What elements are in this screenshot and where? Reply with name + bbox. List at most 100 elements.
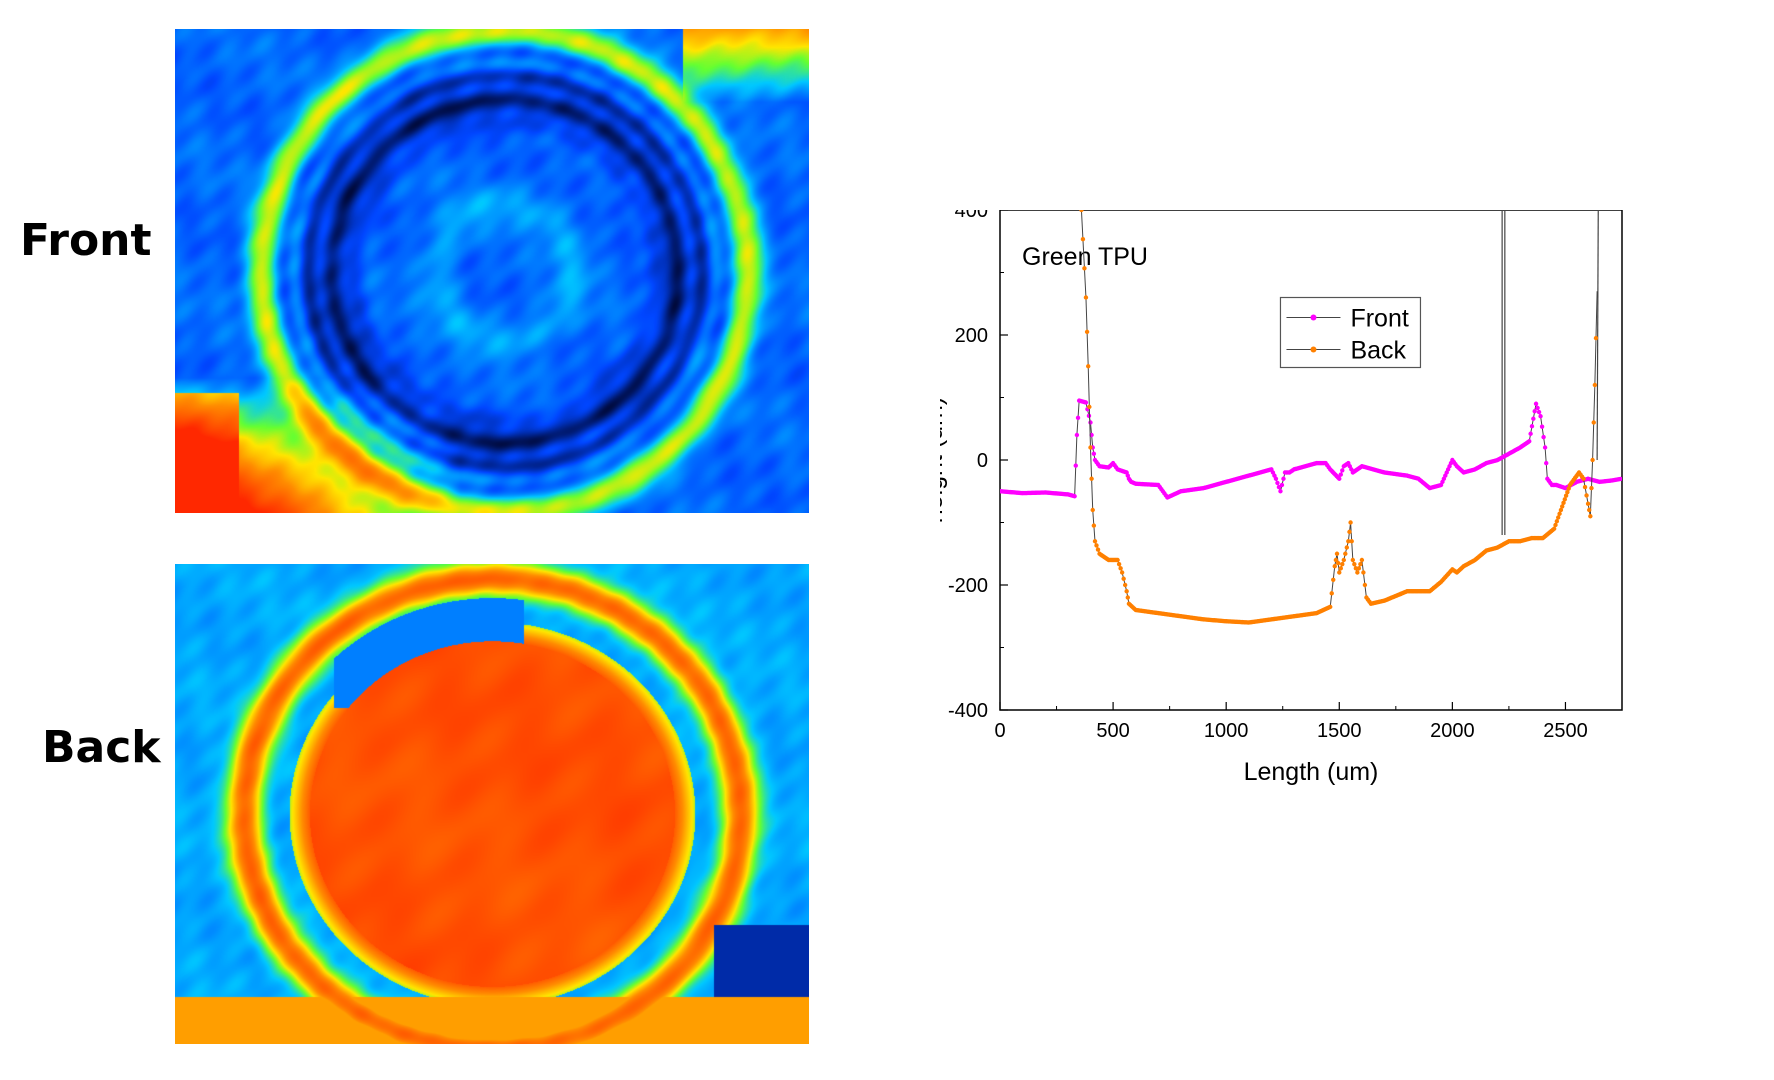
series-point-front — [1279, 482, 1285, 488]
y-tick-label: 400 — [955, 210, 988, 222]
series-point-back — [1344, 545, 1350, 550]
series-point-back — [1080, 236, 1086, 242]
series-point-front — [1073, 463, 1078, 468]
series-point-back — [1331, 577, 1336, 582]
series-point-back — [1333, 557, 1339, 563]
back-height-map — [175, 564, 809, 1044]
x-tick-label: 2500 — [1543, 720, 1588, 742]
series-point-back — [1561, 500, 1566, 506]
series-point-front — [1544, 460, 1549, 466]
series-point-front — [1338, 472, 1343, 477]
series-point-back — [1362, 582, 1368, 588]
series-point-back — [1092, 539, 1098, 544]
series-point-back — [1338, 566, 1343, 571]
series-point-back — [1091, 523, 1097, 528]
series-point-front — [1273, 476, 1279, 481]
series-point-back — [1553, 522, 1558, 528]
series-point-back — [1582, 484, 1588, 490]
series-point-back — [1079, 210, 1084, 213]
x-tick-label: 1000 — [1204, 720, 1249, 742]
series-point-front — [1072, 494, 1077, 499]
series-point-back — [1124, 589, 1129, 594]
series-point-back — [1125, 595, 1130, 600]
series-point-back — [1347, 529, 1352, 535]
front-height-map — [175, 29, 809, 513]
series-point-back — [1585, 501, 1591, 506]
series-point-front — [1278, 489, 1283, 494]
series-point-back — [1591, 420, 1596, 425]
series-point-back — [1094, 543, 1099, 548]
series-point-back — [1341, 557, 1346, 563]
series-point-back — [1349, 539, 1354, 544]
series-point-back — [1334, 551, 1340, 556]
series-point-back — [1554, 519, 1560, 524]
series-point-front — [1536, 409, 1542, 415]
series-point-front — [1529, 424, 1535, 429]
series-point-front — [1533, 401, 1539, 406]
series-point-front — [1542, 445, 1548, 450]
series-point-front — [1528, 431, 1533, 436]
series-point-back — [1593, 335, 1599, 341]
series-point-back — [1348, 520, 1353, 525]
legend-box — [1279, 296, 1422, 369]
series-point-back — [1590, 457, 1595, 463]
series-point-back — [1121, 576, 1126, 581]
series-line-back — [1080, 210, 1598, 624]
series-point-back — [1587, 507, 1592, 513]
series-point-back — [1083, 295, 1089, 300]
series-point-back — [1343, 551, 1348, 556]
series-point-back — [1557, 511, 1562, 516]
series-point-back — [1335, 560, 1341, 566]
series-point-back — [1359, 557, 1365, 563]
series-point-back — [1592, 382, 1598, 388]
series-point-back — [1088, 445, 1093, 450]
series-point-back — [1082, 266, 1087, 271]
x-axis-title: Length (um) — [1244, 758, 1379, 786]
artifact-spike — [1596, 210, 1599, 461]
series-point-back — [1352, 561, 1357, 567]
series-point-back — [1119, 570, 1125, 575]
series-point-front — [1535, 405, 1540, 411]
series-point-back — [1361, 570, 1366, 575]
y-tick-label: -200 — [948, 575, 988, 597]
series-point-back — [1584, 493, 1589, 498]
series-point-back — [1353, 566, 1359, 571]
series-point-back — [1086, 364, 1091, 369]
series-point-back — [1589, 485, 1594, 491]
x-tick-label: 500 — [1096, 720, 1129, 742]
series-point-back — [1556, 515, 1561, 520]
series-point-back — [1566, 486, 1571, 491]
series-point-front — [1618, 476, 1622, 482]
series-point-back — [1095, 547, 1101, 552]
series-point-back — [1355, 570, 1360, 575]
series-point-front — [1532, 409, 1537, 414]
series-point-back — [1328, 604, 1333, 610]
series-point-back — [1588, 514, 1593, 519]
x-tick-label: 2000 — [1430, 720, 1475, 742]
legend-label-back: Back — [1350, 337, 1406, 365]
series-point-front — [1091, 451, 1097, 456]
series-point-front — [1541, 434, 1546, 440]
y-tick-label: 0 — [977, 450, 988, 472]
series-point-front — [1086, 413, 1092, 419]
series-point-back — [1551, 526, 1557, 531]
series-point-front — [1527, 439, 1532, 444]
series-group — [1000, 210, 1622, 625]
series-point-back — [1565, 489, 1570, 495]
series-point-front — [1083, 400, 1089, 405]
series-point-back — [1116, 561, 1122, 567]
series-point-back — [1087, 404, 1092, 410]
series-point-back — [1118, 566, 1123, 571]
legend-swatch-marker — [1310, 314, 1317, 321]
series-point-front — [1074, 432, 1080, 438]
series-point-back — [1562, 497, 1568, 502]
series-point-back — [1089, 476, 1094, 481]
series-point-back — [1090, 507, 1095, 513]
y-tick-label: -400 — [948, 700, 988, 722]
series-point-front — [1088, 420, 1093, 425]
legend-label-front: Front — [1350, 305, 1408, 333]
series-point-front — [1281, 476, 1286, 481]
height-profile-chart: 0 500 1000 1500 2000 2500 -400 -200 0 200 400 Lengt… — [940, 210, 1623, 786]
series-point-back — [1358, 561, 1363, 567]
series-point-back — [1122, 582, 1128, 588]
